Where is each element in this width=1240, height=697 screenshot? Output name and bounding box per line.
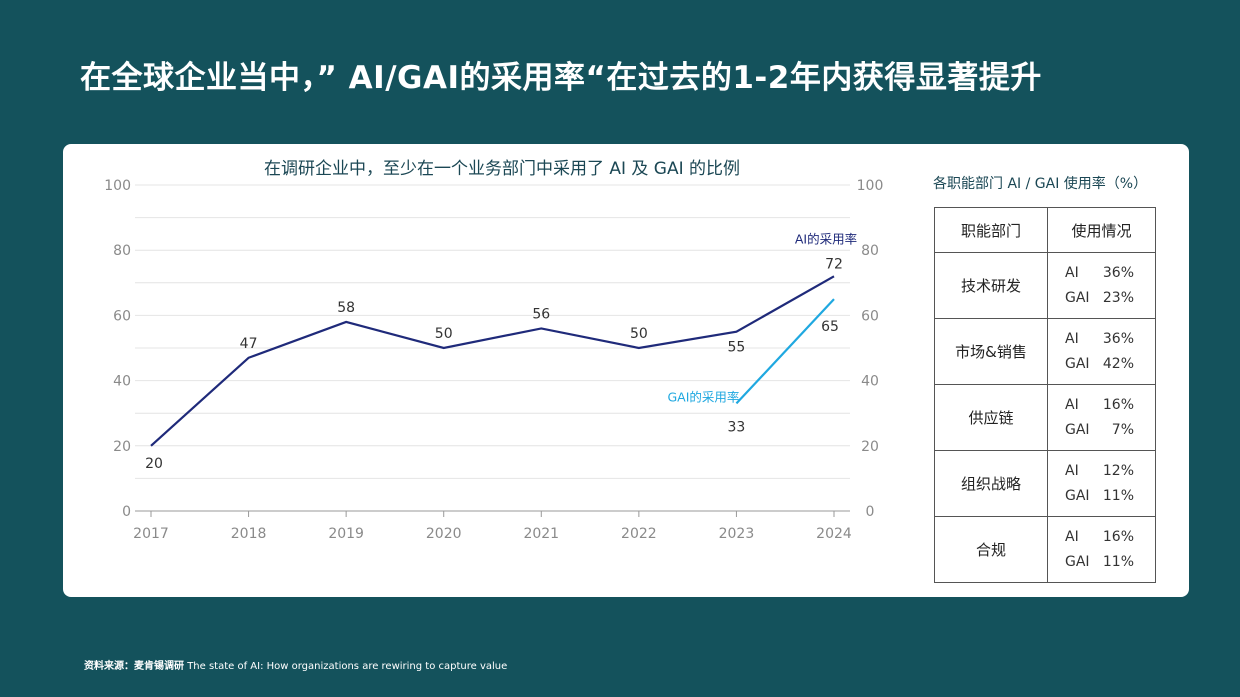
gai-value: 7%	[1111, 421, 1134, 438]
dept-cell: 组织战略	[934, 450, 1048, 517]
adoption-line-chart: 在调研企业中，至少在一个业务部门中采用了 AI 及 GAI 的比例 0 020 20…	[104, 159, 883, 542]
x-tick-label: 2022	[621, 526, 657, 542]
table-row: 组织战略 AI 12% GAI 11%	[934, 450, 1156, 517]
ai-data-label: 20	[145, 456, 163, 472]
ai-data-label: 50	[630, 326, 648, 342]
ai-label: AI	[1065, 330, 1079, 347]
y-tick-right: 100	[857, 178, 884, 194]
dept-cell: 合规	[934, 516, 1048, 583]
x-tick-label: 2024	[816, 526, 852, 542]
function-usage-table: 职能部门 使用情况 技术研发 AI 36% GAI 23% 市场&销售 AI 36% GAI 42…	[934, 207, 1156, 583]
gai-label: GAI	[1065, 553, 1090, 570]
ai-data-label: 47	[240, 336, 258, 352]
gai-series-line	[735, 298, 835, 405]
ai-label: AI	[1065, 462, 1079, 479]
y-tick-right: 60	[861, 308, 879, 324]
ai-data-label: 58	[337, 300, 355, 316]
x-tick-label: 2023	[719, 526, 755, 542]
ai-series-name: AI的采用率	[795, 231, 857, 246]
y-tick-left: 0	[122, 504, 131, 520]
x-tick-label: 2021	[523, 526, 559, 542]
dept-cell: 技术研发	[934, 252, 1048, 319]
y-tick-right: 20	[861, 439, 879, 455]
y-tick-left: 80	[113, 243, 131, 259]
ai-data-label: 50	[435, 326, 453, 342]
source-note: 资料来源：麦肯锡调研 The state of AI: How organiza…	[84, 657, 507, 672]
usage-cell: AI 12% GAI 11%	[1047, 450, 1156, 517]
gai-value: 11%	[1102, 487, 1134, 504]
col-header-dept: 职能部门	[934, 207, 1048, 253]
gai-value: 42%	[1102, 355, 1134, 372]
y-tick-right: 40	[861, 374, 879, 390]
gai-label: GAI	[1065, 421, 1090, 438]
ai-value: 16%	[1102, 396, 1134, 413]
ai-label: AI	[1065, 396, 1079, 413]
ai-value: 16%	[1102, 528, 1134, 545]
table-row: 技术研发 AI 36% GAI 23%	[934, 252, 1156, 319]
y-tick-left: 100	[104, 178, 131, 194]
y-tick-right: 0	[866, 504, 875, 520]
dept-cell: 市场&销售	[934, 318, 1048, 385]
x-tick-label: 2017	[133, 526, 169, 542]
gai-data-label: 65	[821, 319, 839, 335]
gai-value: 11%	[1102, 553, 1134, 570]
x-tick-label: 2020	[426, 526, 462, 542]
table-row: 供应链 AI 16% GAI 7%	[934, 384, 1156, 451]
gai-label: GAI	[1065, 487, 1090, 504]
ai-data-label: 72	[825, 256, 843, 272]
source-label: 资料来源：麦肯锡调研	[84, 661, 184, 672]
gai-value: 23%	[1102, 289, 1134, 306]
table-row: 市场&销售 AI 36% GAI 42%	[934, 318, 1156, 385]
usage-cell: AI 36% GAI 23%	[1047, 252, 1156, 319]
usage-cell: AI 16% GAI 11%	[1047, 516, 1156, 583]
gai-label: GAI	[1065, 355, 1090, 372]
grid-lines	[135, 184, 850, 512]
data-labels: 20 47 58 50 56 50 55 72 AI的采用率 33 65 GAI的采用率	[145, 231, 857, 472]
y-tick-right: 80	[861, 243, 879, 259]
col-header-usage: 使用情况	[1047, 207, 1156, 253]
source-text: The state of AI: How organizations are r…	[187, 661, 508, 672]
table-title: 各职能部门 AI / GAI 使用率（%）	[933, 176, 1148, 192]
gai-data-label: 33	[728, 419, 746, 435]
ai-value: 12%	[1102, 462, 1134, 479]
ai-data-label: 56	[532, 306, 550, 322]
y-tick-left: 60	[113, 308, 131, 324]
ai-data-label: 55	[728, 340, 746, 356]
chart-title: 在调研企业中，至少在一个业务部门中采用了 AI 及 GAI 的比例	[264, 159, 740, 179]
table-row: 合规 AI 16% GAI 11%	[934, 516, 1156, 583]
ai-label: AI	[1065, 528, 1079, 545]
ai-value: 36%	[1102, 330, 1134, 347]
x-tick-label: 2018	[231, 526, 267, 542]
gai-label: GAI	[1065, 289, 1090, 306]
ai-series-line	[150, 275, 835, 447]
usage-cell: AI 16% GAI 7%	[1047, 384, 1156, 451]
usage-cell: AI 36% GAI 42%	[1047, 318, 1156, 385]
gai-series-name: GAI的采用率	[667, 389, 739, 404]
chart-card: 在调研企业中，至少在一个业务部门中采用了 AI 及 GAI 的比例 0 0 20 20…	[63, 144, 1189, 597]
page-title: 在全球企业当中，” AI/GAI的采用率“在过去的1-2年内获得显著提升	[80, 60, 1042, 96]
y-tick-left: 20	[113, 439, 131, 455]
x-tick-label: 2019	[328, 526, 364, 542]
y-tick-left: 40	[113, 374, 131, 390]
table-header-row: 职能部门 使用情况	[934, 207, 1156, 253]
ai-label: AI	[1065, 264, 1079, 281]
dept-cell: 供应链	[934, 384, 1048, 451]
series-group	[150, 275, 835, 447]
ai-value: 36%	[1102, 264, 1134, 281]
